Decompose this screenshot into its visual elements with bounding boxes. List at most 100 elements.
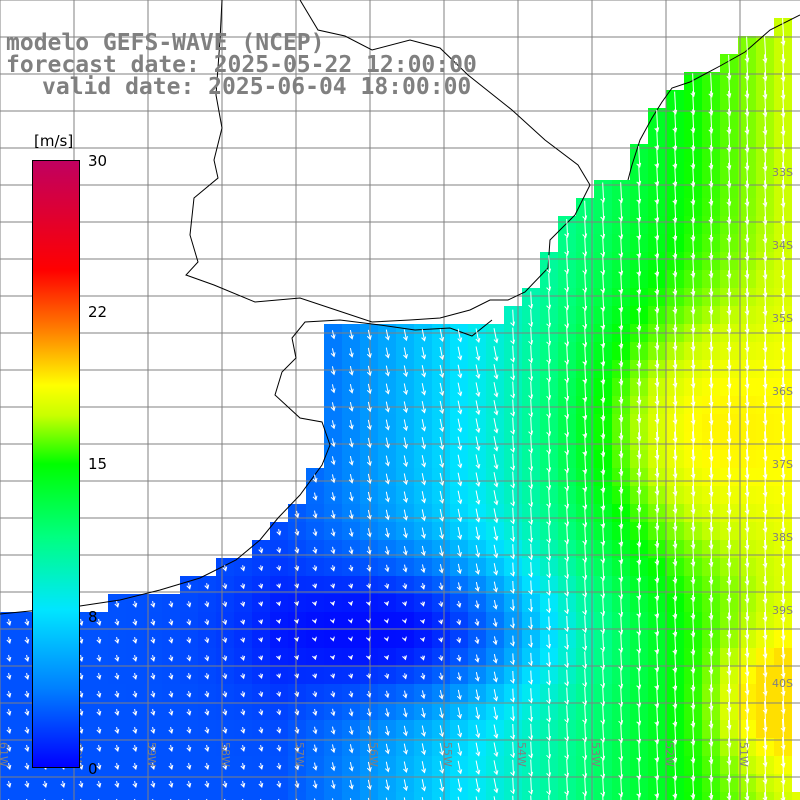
wind-arrow — [312, 673, 318, 679]
wind-arrow — [258, 744, 264, 752]
wind-arrow — [726, 449, 732, 480]
wind-arrow — [654, 145, 660, 169]
wind-arrow — [726, 558, 732, 586]
wind-arrow — [618, 289, 624, 313]
wind-arrow — [636, 253, 642, 277]
wind-arrow — [222, 673, 228, 680]
wind-arrow — [762, 737, 768, 768]
wind-arrow — [708, 377, 714, 408]
longitude-label: 55W — [441, 742, 454, 767]
wind-arrow — [348, 583, 354, 589]
wind-arrow — [600, 487, 606, 511]
longitude-labels: 61W60W59W58W57W56W55W54W53W52W51W50W — [0, 742, 750, 767]
wind-arrow — [708, 720, 714, 747]
wind-arrow — [384, 583, 390, 590]
wind-arrow — [654, 395, 660, 424]
wind-arrow — [474, 618, 480, 627]
wind-cell — [432, 792, 450, 800]
wind-arrow — [510, 723, 515, 740]
wind-arrow — [132, 708, 138, 716]
wind-arrow — [528, 652, 533, 667]
wind-arrow — [582, 776, 588, 797]
wind-arrow — [439, 796, 442, 800]
wind-arrow — [654, 235, 660, 259]
wind-arrow — [402, 673, 408, 680]
wind-arrow — [457, 418, 463, 433]
wind-arrow — [708, 522, 714, 550]
wind-arrow — [366, 473, 372, 485]
wind-arrow — [780, 485, 786, 515]
wind-arrow — [114, 762, 120, 770]
wind-arrow — [672, 775, 678, 799]
wind-arrow — [330, 510, 336, 520]
wind-arrow — [6, 618, 12, 626]
wind-arrow — [96, 672, 102, 680]
wind-arrow — [421, 401, 427, 414]
wind-arrow — [348, 384, 354, 394]
wind-arrow — [258, 727, 264, 734]
wind-arrow — [582, 397, 588, 421]
wind-arrow — [439, 454, 445, 469]
wind-arrow — [672, 199, 678, 223]
wind-arrow — [582, 308, 588, 330]
wind-arrow — [546, 652, 551, 668]
wind-arrow — [240, 637, 246, 643]
wind-cell — [0, 792, 18, 800]
wind-arrow — [618, 469, 624, 494]
wind-arrow — [186, 780, 192, 788]
wind-arrow — [582, 704, 588, 725]
wind-arrow — [96, 636, 102, 644]
wind-arrow — [312, 654, 317, 661]
longitude-label: 52W — [663, 742, 676, 767]
wind-arrow — [654, 307, 660, 332]
wind-arrow — [312, 583, 318, 589]
wind-arrow — [762, 234, 768, 262]
wind-arrow — [564, 543, 570, 562]
wind-arrow — [564, 398, 570, 420]
wind-arrow — [457, 472, 463, 487]
wind-cell — [486, 792, 504, 800]
wind-arrow — [546, 434, 552, 455]
wind-arrow — [762, 774, 768, 800]
wind-arrow — [672, 577, 678, 602]
wind-arrow — [654, 757, 660, 781]
wind-arrow — [690, 721, 696, 746]
wind-arrow — [726, 216, 732, 243]
wind-arrow — [672, 253, 678, 278]
wind-arrow — [708, 199, 714, 224]
wind-arrow — [168, 780, 174, 788]
wind-arrow — [636, 650, 642, 672]
wind-arrow — [780, 449, 786, 480]
wind-arrow — [168, 672, 174, 680]
wind-arrow — [528, 759, 534, 777]
wind-arrow — [618, 396, 624, 423]
wind-arrow — [258, 601, 264, 607]
wind-arrow — [744, 665, 750, 696]
wind-arrow — [475, 508, 481, 523]
wind-arrow — [672, 306, 678, 333]
wind-arrow — [240, 583, 246, 590]
wind-arrow — [618, 722, 624, 744]
wind-arrow — [636, 271, 642, 295]
wind-arrow — [132, 744, 138, 752]
wind-arrow — [654, 721, 660, 745]
wind-arrow — [618, 632, 624, 653]
wind-arrow — [780, 682, 786, 715]
wind-arrow — [672, 431, 678, 461]
wind-arrow — [600, 596, 606, 617]
wind-arrow — [780, 503, 786, 533]
wind-arrow — [726, 144, 732, 171]
wind-arrow — [168, 655, 174, 662]
wind-arrow — [493, 778, 499, 794]
wind-arrow — [348, 474, 354, 484]
wind-arrow — [744, 36, 750, 63]
wind-arrow — [294, 709, 300, 716]
wind-arrow — [762, 467, 768, 498]
wind-arrow — [744, 252, 750, 280]
wind-arrow — [690, 306, 696, 333]
wind-arrow — [240, 655, 246, 661]
wind-arrow — [132, 780, 138, 788]
wind-arrow — [654, 613, 660, 637]
wind-arrow — [457, 364, 463, 379]
wind-arrow — [762, 664, 768, 697]
